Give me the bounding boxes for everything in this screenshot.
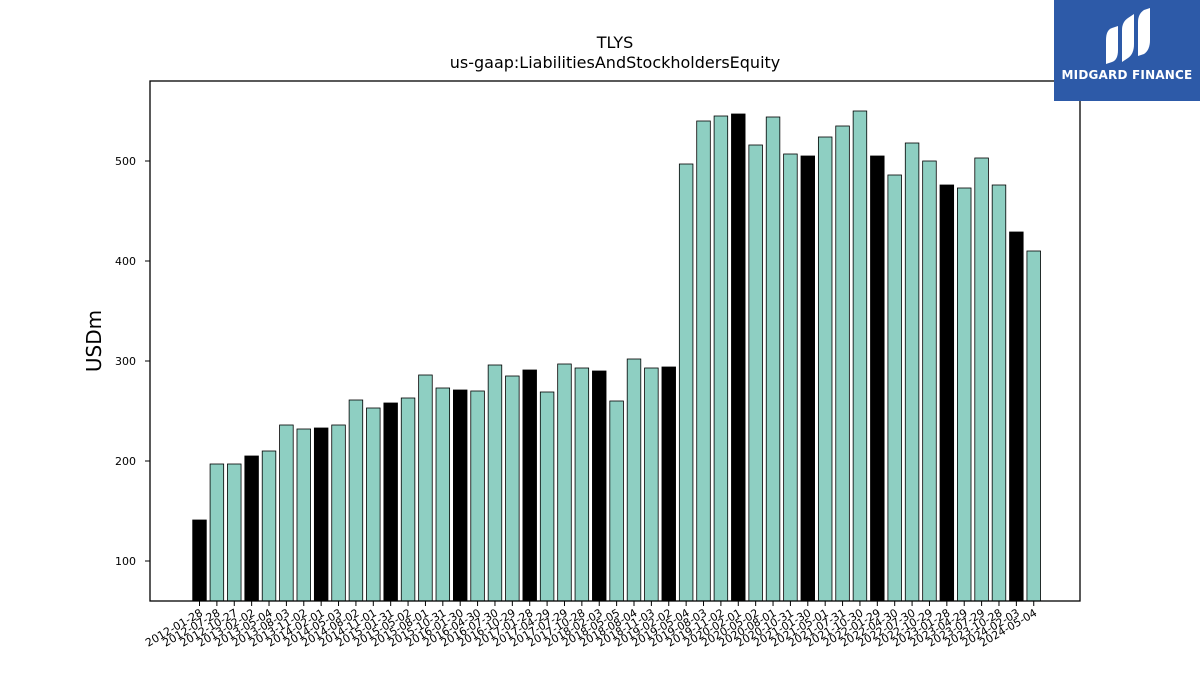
bar-2020-08-01 — [765, 116, 781, 602]
bar-2012-10-27 — [227, 463, 242, 602]
bar-2019-11-02 — [713, 115, 729, 602]
bar-2020-10-31 — [783, 153, 798, 602]
bar-2014-11-01 — [366, 407, 381, 602]
brand-logo: MIDGARD FINANCE — [1054, 0, 1200, 101]
bar-2015-08-01 — [418, 374, 433, 602]
bar-2016-10-29 — [505, 375, 520, 602]
bar-2018-05-05 — [609, 400, 624, 602]
chart-title: TLYS — [596, 33, 634, 52]
bar-2019-05-04 — [678, 163, 694, 602]
bar-2022-04-30 — [887, 174, 902, 602]
bar-2023-01-28 — [939, 184, 955, 602]
brand-mark-icon — [1106, 8, 1150, 64]
bar-2017-01-28 — [522, 369, 537, 602]
y-tick-label: 300 — [115, 355, 136, 368]
bar-2023-04-29 — [957, 187, 972, 602]
y-tick-label: 400 — [115, 255, 136, 268]
bar-2016-04-30 — [470, 390, 485, 602]
bar-2023-10-28 — [991, 184, 1007, 602]
bar-2012-07-28 — [209, 463, 225, 602]
bar-2017-10-28 — [574, 367, 590, 602]
bar-2013-08-03 — [279, 424, 294, 602]
bar-2021-01-30 — [800, 155, 816, 602]
bar-2016-07-30 — [487, 364, 503, 602]
bar-2018-11-03 — [644, 367, 659, 602]
bar-2013-11-02 — [296, 428, 311, 602]
bar-2023-07-29 — [974, 157, 989, 602]
chart-subtitle: us-gaap:LiabilitiesAndStockholdersEquity — [450, 53, 781, 72]
y-tick-label: 500 — [115, 155, 136, 168]
plot-frame — [149, 80, 1081, 602]
bars-group — [192, 110, 1041, 602]
x-axis-ticks: 2012-01-282012-07-282012-10-272013-02-02… — [143, 601, 1039, 650]
bar-2020-05-02 — [748, 144, 763, 602]
bar-2022-01-29 — [870, 155, 885, 602]
bar-2020-02-01 — [731, 113, 746, 602]
bar-2019-02-02 — [661, 366, 676, 602]
y-tick-label: 100 — [115, 555, 136, 568]
y-axis-label: USDm — [82, 310, 106, 372]
bar-2018-02-03 — [592, 370, 607, 602]
bar-2022-10-29 — [922, 160, 937, 602]
y-tick-label: 200 — [115, 455, 136, 468]
bar-2017-04-29 — [539, 391, 555, 602]
bar-2015-10-31 — [435, 387, 451, 602]
bar-2021-10-30 — [852, 110, 868, 602]
bar-2013-02-02 — [244, 455, 259, 602]
bar-2015-01-31 — [383, 402, 398, 602]
bar-2013-05-04 — [261, 450, 277, 602]
bar-2017-07-29 — [557, 363, 572, 602]
bar-2012-01-28 — [192, 519, 207, 602]
bar-2016-01-30 — [452, 389, 468, 602]
brand-name: MIDGARD FINANCE — [1061, 68, 1193, 82]
bar-2024-02-03 — [1009, 231, 1024, 602]
bar-2022-07-30 — [904, 142, 920, 602]
y-axis-ticks: 100 200 300 400 500 — [115, 155, 150, 568]
bar-2015-05-02 — [400, 397, 416, 602]
bar-2024-05-04 — [1026, 250, 1041, 602]
bar-2018-08-04 — [626, 358, 642, 602]
bar-2021-07-31 — [835, 125, 850, 602]
bar-2014-08-02 — [348, 399, 364, 602]
bar-2021-05-01 — [817, 136, 833, 602]
bar-2019-08-03 — [696, 120, 711, 602]
bar-2014-02-01 — [313, 427, 329, 602]
bar-2014-05-03 — [331, 424, 346, 602]
